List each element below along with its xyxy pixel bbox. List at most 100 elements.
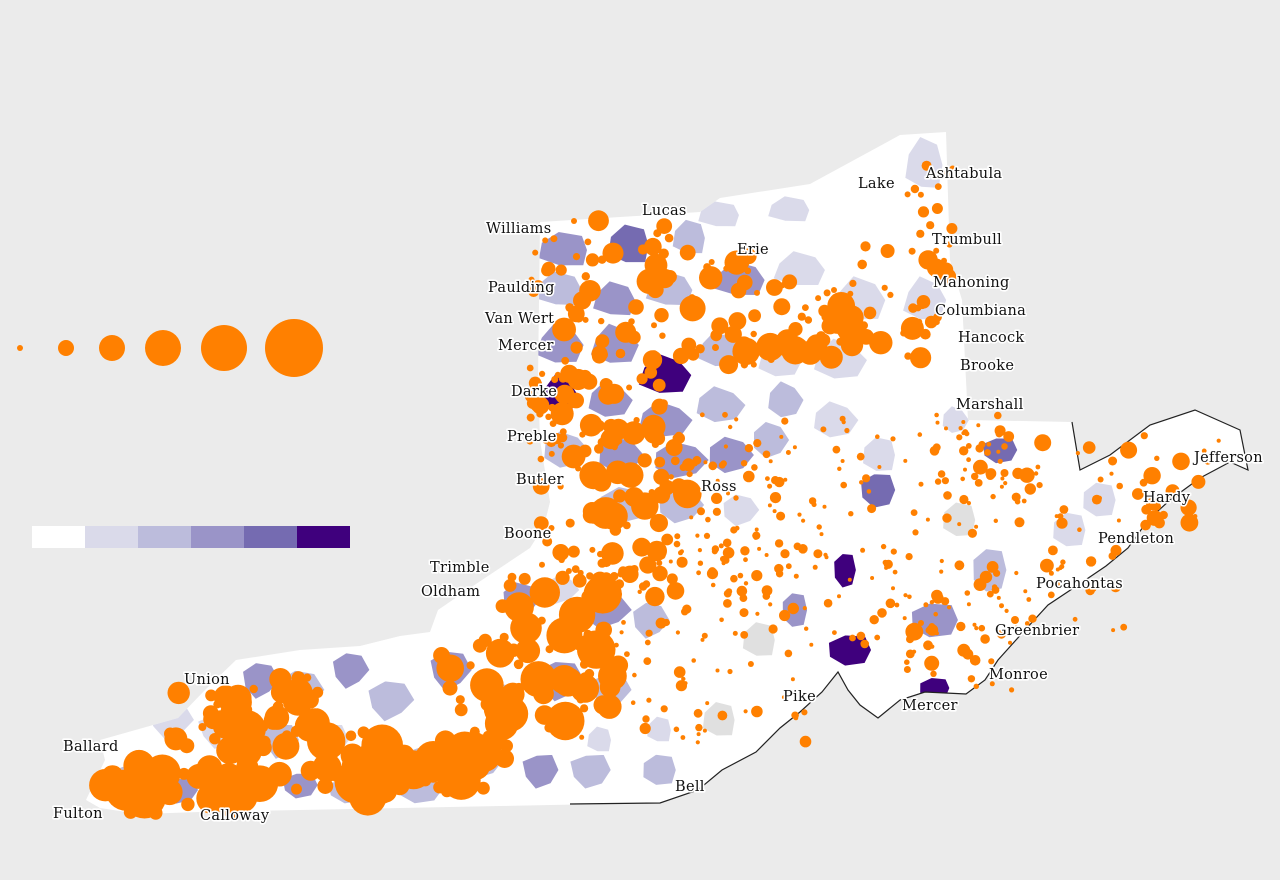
data-dot xyxy=(642,580,651,588)
data-dot xyxy=(682,604,692,614)
data-dot xyxy=(699,412,705,418)
data-dot xyxy=(844,427,850,434)
data-dot xyxy=(712,507,722,516)
data-dot xyxy=(779,609,791,622)
data-dot xyxy=(666,582,685,600)
data-dot xyxy=(910,347,932,369)
data-dot xyxy=(602,242,624,264)
data-dot xyxy=(178,767,190,780)
data-dot xyxy=(583,373,590,381)
data-dot xyxy=(743,581,749,586)
data-dot xyxy=(446,731,484,769)
data-dot xyxy=(728,424,733,430)
data-dot xyxy=(973,578,987,591)
data-dot xyxy=(230,685,246,700)
data-dot xyxy=(561,356,570,365)
data-dot xyxy=(740,631,749,639)
data-dot xyxy=(768,602,773,607)
data-dot xyxy=(1054,514,1059,519)
data-dot xyxy=(1021,498,1027,504)
data-dot xyxy=(962,429,969,435)
data-dot xyxy=(823,552,828,558)
data-dot xyxy=(539,370,546,377)
data-dot xyxy=(602,682,611,691)
data-dot xyxy=(939,558,944,564)
data-dot xyxy=(604,383,625,404)
data-dot xyxy=(596,703,603,710)
data-dot xyxy=(802,304,809,311)
data-dot xyxy=(717,710,728,721)
county-patch xyxy=(859,473,897,509)
data-dot xyxy=(651,440,660,448)
data-dot xyxy=(442,680,458,696)
data-dot xyxy=(1159,510,1168,520)
data-dot xyxy=(140,762,167,788)
data-dot xyxy=(890,548,897,555)
data-dot xyxy=(552,544,570,561)
data-dot xyxy=(724,250,749,275)
data-dot xyxy=(615,348,626,359)
data-dot xyxy=(730,282,747,299)
data-dot xyxy=(454,703,468,717)
data-dot xyxy=(1097,495,1103,501)
data-dot xyxy=(797,312,806,321)
data-dot xyxy=(673,666,686,678)
data-dot xyxy=(887,291,894,298)
data-dot xyxy=(567,545,580,558)
data-dot xyxy=(633,417,640,424)
data-dot xyxy=(631,492,659,520)
data-dot xyxy=(148,806,163,820)
data-dot xyxy=(780,549,790,559)
data-dot xyxy=(918,250,938,270)
data-dot xyxy=(790,677,795,682)
data-dot xyxy=(801,709,808,716)
data-dot xyxy=(181,797,195,812)
data-dot xyxy=(939,569,944,574)
data-dot xyxy=(804,626,809,631)
data-dot xyxy=(847,577,852,582)
data-dot xyxy=(754,527,759,532)
label-calloway: Calloway xyxy=(200,808,270,824)
data-dot xyxy=(840,459,845,463)
data-dot xyxy=(762,450,771,459)
data-dot xyxy=(681,337,697,353)
label-trimble: Trimble xyxy=(430,560,490,576)
data-dot xyxy=(906,635,914,644)
data-dot xyxy=(917,191,924,198)
data-dot xyxy=(628,318,635,325)
data-dot xyxy=(632,537,652,557)
data-dot xyxy=(863,306,877,320)
data-dot xyxy=(381,741,393,753)
data-dot xyxy=(902,616,907,621)
data-dot xyxy=(929,600,935,605)
data-dot xyxy=(405,751,424,770)
data-dot xyxy=(205,689,218,702)
data-dot xyxy=(943,491,952,500)
data-dot xyxy=(860,241,871,252)
data-dot xyxy=(518,572,531,585)
data-dot xyxy=(705,701,710,706)
data-dot xyxy=(971,472,979,481)
data-dot xyxy=(553,620,566,633)
data-dot xyxy=(1035,464,1041,470)
data-dot xyxy=(751,570,763,582)
label-hancock: Hancock xyxy=(958,330,1025,346)
data-dot xyxy=(656,478,663,485)
data-dot xyxy=(600,572,613,585)
data-dot xyxy=(349,778,387,816)
size-legend xyxy=(17,319,323,377)
data-dot xyxy=(819,345,843,369)
data-dot xyxy=(573,312,584,323)
data-dot xyxy=(626,384,633,391)
data-dot xyxy=(621,620,626,625)
data-dot xyxy=(1009,687,1015,693)
data-dot xyxy=(797,512,802,517)
label-ross: Ross xyxy=(701,479,737,495)
data-dot xyxy=(1204,457,1212,465)
data-dot xyxy=(1180,499,1197,516)
data-dot xyxy=(743,470,755,483)
county-labels: Ashtabula Lake Lucas Williams Erie Trumb… xyxy=(51,164,1264,825)
data-dot xyxy=(639,556,657,574)
data-dot xyxy=(910,509,918,516)
data-dot xyxy=(823,289,831,297)
